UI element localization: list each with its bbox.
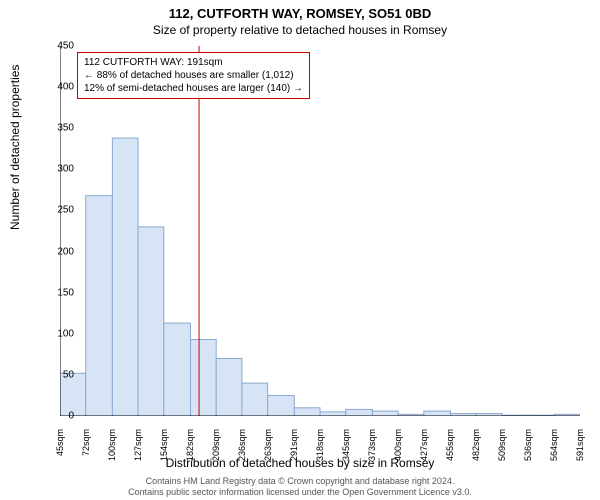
x-tick-label: 427sqm [419,429,429,479]
histogram-bar [242,383,268,416]
x-tick-label: 72sqm [81,429,91,479]
y-tick-label: 100 [44,328,74,339]
y-tick-label: 200 [44,246,74,257]
x-tick-label: 482sqm [471,429,481,479]
x-tick-label: 564sqm [549,429,559,479]
x-tick-label: 400sqm [393,429,403,479]
y-tick-label: 300 [44,164,74,175]
x-tick-label: 154sqm [159,429,169,479]
footer-line-2: Contains public sector information licen… [0,487,600,498]
y-tick-label: 50 [44,369,74,380]
y-axis-label: Number of detached properties [8,65,22,230]
x-tick-label: 536sqm [523,429,533,479]
histogram-bar [164,323,191,416]
x-tick-label: 45sqm [55,429,65,479]
x-tick-label: 318sqm [315,429,325,479]
x-tick-label: 127sqm [133,429,143,479]
x-tick-label: 100sqm [107,429,117,479]
histogram-bar [138,227,164,416]
chart-container: 112, CUTFORTH WAY, ROMSEY, SO51 0BD Size… [0,0,600,500]
histogram-bar [294,408,320,416]
y-tick-label: 250 [44,205,74,216]
histogram-bar [268,395,295,416]
histogram-bar [86,196,113,416]
x-tick-label: 455sqm [445,429,455,479]
x-tick-label: 209sqm [211,429,221,479]
y-tick-label: 400 [44,82,74,93]
x-tick-label: 263sqm [263,429,273,479]
histogram-bar [112,138,138,416]
y-tick-label: 150 [44,287,74,298]
histogram-bar [424,411,451,416]
page-title: 112, CUTFORTH WAY, ROMSEY, SO51 0BD [0,0,600,21]
page-subtitle: Size of property relative to detached ho… [0,21,600,37]
annotation-line-1: 112 CUTFORTH WAY: 191sqm [84,56,303,69]
x-tick-label: 236sqm [237,429,247,479]
histogram-bar [320,412,346,416]
x-tick-label: 509sqm [497,429,507,479]
annotation-box: 112 CUTFORTH WAY: 191sqm ← 88% of detach… [77,52,310,99]
histogram-bar [346,409,373,416]
x-tick-label: 182sqm [185,429,195,479]
histogram-bar [216,358,242,416]
x-tick-label: 291sqm [289,429,299,479]
histogram-plot [60,46,580,416]
histogram-bar [190,340,216,416]
annotation-line-3: 12% of semi-detached houses are larger (… [84,82,303,95]
y-tick-label: 350 [44,123,74,134]
y-tick-label: 0 [44,411,74,422]
x-tick-label: 591sqm [575,429,585,479]
x-tick-label: 373sqm [367,429,377,479]
footer: Contains HM Land Registry data © Crown c… [0,476,600,498]
annotation-line-2: ← 88% of detached houses are smaller (1,… [84,69,303,82]
x-tick-label: 345sqm [341,429,351,479]
y-tick-label: 450 [44,41,74,52]
chart-area [60,46,580,416]
histogram-bar [372,411,398,416]
